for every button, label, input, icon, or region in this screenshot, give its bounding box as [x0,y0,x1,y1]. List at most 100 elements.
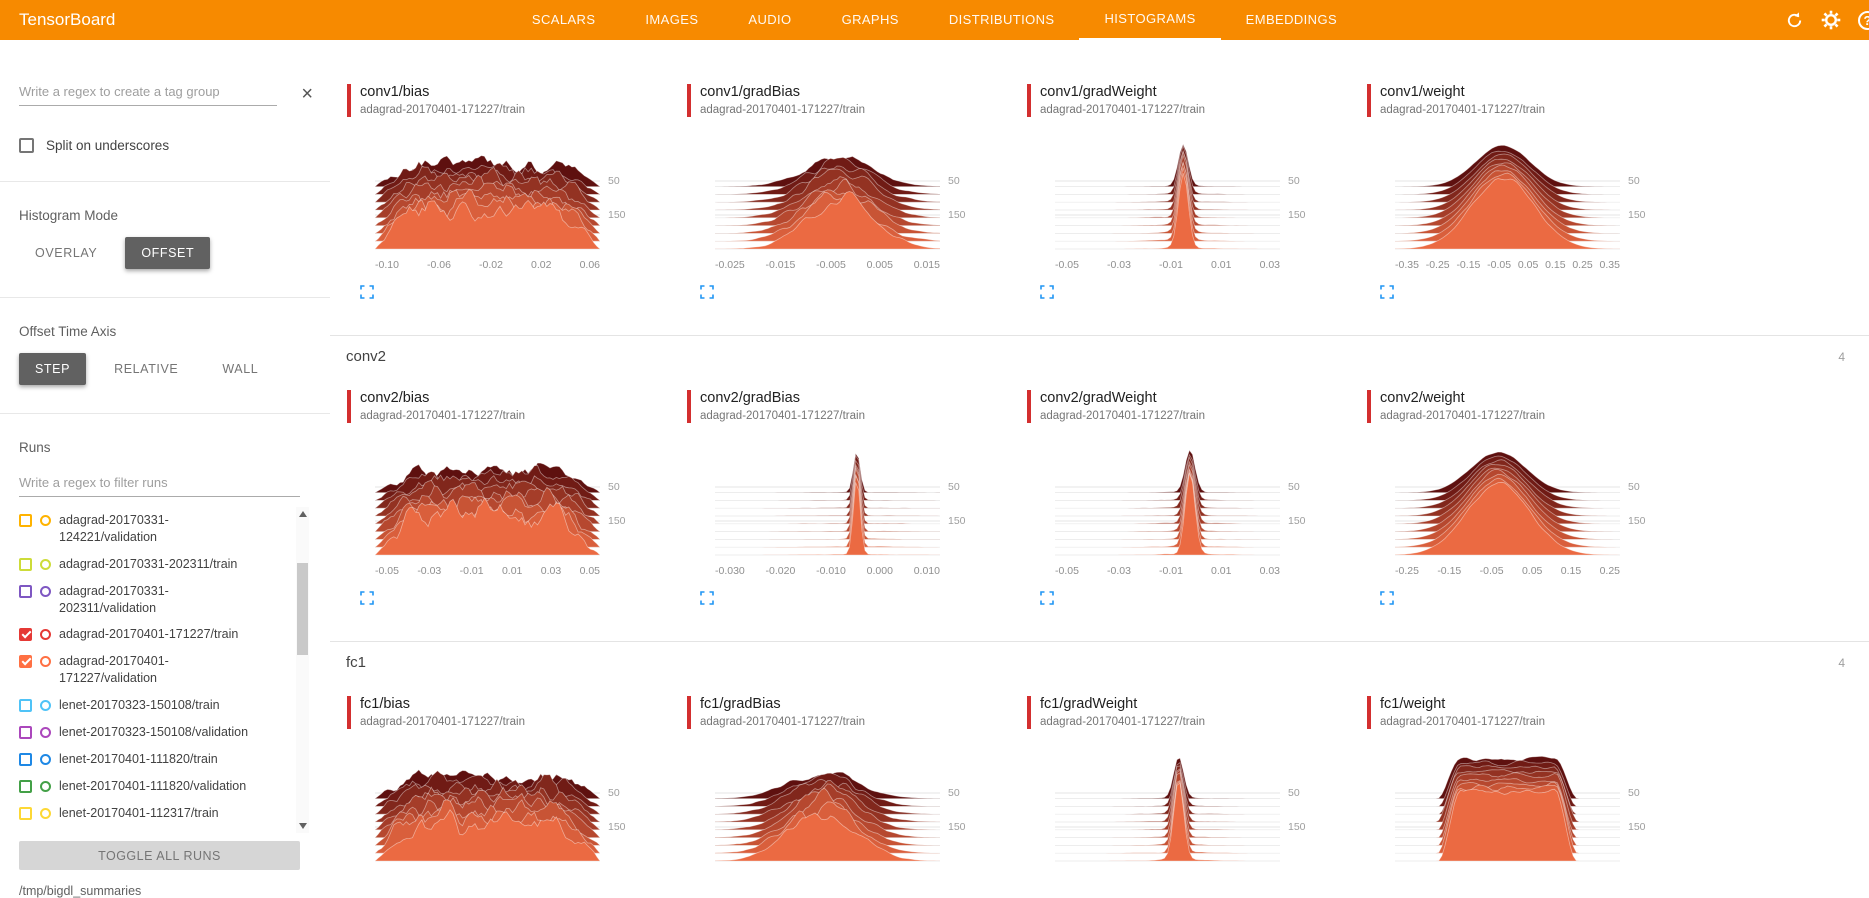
run-item[interactable]: adagrad-20170401-171227/train [19,621,279,648]
tab-graphs[interactable]: GRAPHS [817,0,924,40]
expand-icon[interactable] [700,591,714,605]
close-icon[interactable]: × [301,84,313,106]
cards-row: conv2/bias adagrad-20170401-171227/train… [330,374,1869,605]
run-checkbox[interactable] [19,699,32,712]
mode-overlay-button[interactable]: OVERLAY [19,237,113,269]
run-item[interactable]: adagrad-20170401-171227/validation [19,648,279,692]
refresh-icon[interactable] [1785,11,1804,30]
y-axis-tick: 50 [1628,481,1640,493]
card-title: conv2/bias [360,390,525,407]
x-axis-tick: 0.03 [541,565,561,578]
axis-step-button[interactable]: STEP [19,353,86,385]
scroll-up-icon[interactable] [299,511,307,517]
expand-icon[interactable] [1040,285,1054,299]
expand-icon[interactable] [1380,285,1394,299]
run-checkbox[interactable] [19,753,32,766]
run-checkbox[interactable] [19,655,32,668]
run-checkbox[interactable] [19,807,32,820]
log-directory-path: /tmp/bigdl_summaries [19,884,330,898]
run-label: adagrad-20170331-202311/train [59,556,264,573]
histogram-ridge-chart [1395,439,1620,557]
run-item[interactable]: lenet-20170401-112317/train [19,800,279,827]
card-run-name: adagrad-20170401-171227/train [1040,716,1205,728]
expand-icon[interactable] [360,591,374,605]
run-color-circle [40,656,51,667]
card-title: conv1/gradBias [700,84,865,101]
mode-offset-button[interactable]: OFFSET [125,237,210,269]
run-label: lenet-20170401-111820/validation [59,778,264,795]
run-item[interactable]: adagrad-20170331-124221/validation [19,507,279,551]
x-axis-tick: 0.05 [1518,259,1538,272]
y-axis-tick: 50 [948,787,960,799]
help-icon[interactable]: ? [1858,11,1869,30]
scroll-down-icon[interactable] [299,823,307,829]
run-checkbox[interactable] [19,780,32,793]
tab-scalars[interactable]: SCALARS [507,0,621,40]
run-checkbox[interactable] [19,558,32,571]
run-item[interactable]: lenet-20170323-150108/validation [19,719,279,746]
toggle-all-runs-button[interactable]: TOGGLE ALL RUNS [19,841,300,870]
axis-relative-button[interactable]: RELATIVE [98,353,194,385]
run-checkbox[interactable] [19,628,32,641]
run-item[interactable]: lenet-20170401-111820/validation [19,773,279,800]
histogram-card: conv2/bias adagrad-20170401-171227/train… [347,390,687,605]
card-run-name: adagrad-20170401-171227/train [360,104,525,116]
histogram-ridge-chart [375,439,600,557]
split-on-underscores-row[interactable]: Split on underscores [19,138,330,153]
x-axis-tick: -0.03 [417,565,441,578]
run-checkbox[interactable] [19,585,32,598]
card-run-name: adagrad-20170401-171227/train [700,716,865,728]
histogram-ridge-chart [1055,439,1280,557]
run-label: lenet-20170401-112317/train [59,805,264,822]
tab-embeddings[interactable]: EMBEDDINGS [1221,0,1362,40]
card-title: fc1/weight [1380,696,1545,713]
x-axis-tick: -0.01 [1159,259,1183,272]
run-color-circle [40,559,51,570]
y-axis-tick: 50 [948,481,960,493]
x-axis-tick: -0.25 [1426,259,1450,272]
histogram-ridge-chart [1055,745,1280,863]
x-axis-tick: 0.01 [502,565,522,578]
expand-icon[interactable] [700,285,714,299]
tab-distributions[interactable]: DISTRIBUTIONS [924,0,1080,40]
expand-icon[interactable] [1040,591,1054,605]
x-axis-tick: 0.15 [1561,565,1581,578]
settings-gear-icon[interactable] [1821,10,1841,30]
run-item[interactable]: lenet-20170323-150108/train [19,692,279,719]
axis-wall-button[interactable]: WALL [206,353,274,385]
y-axis-tick: 50 [1628,175,1640,187]
card-run-name: adagrad-20170401-171227/train [700,104,865,116]
x-axis-tick: 0.02 [531,259,551,272]
run-label: lenet-20170323-150108/validation [59,724,264,741]
runs-items: adagrad-20170331-124221/validation adagr… [19,507,321,826]
histogram-ridge-chart [375,745,600,863]
tag-filter-input[interactable] [19,80,277,106]
runs-filter-input[interactable] [19,471,300,497]
run-checkbox[interactable] [19,514,32,527]
run-color-bar [687,84,691,117]
histogram-card: conv1/bias adagrad-20170401-171227/train… [347,84,687,299]
split-underscores-checkbox[interactable] [19,138,34,153]
card-title: fc1/gradBias [700,696,865,713]
run-color-bar [1027,84,1031,117]
x-axis-tick: -0.015 [766,259,796,272]
expand-icon[interactable] [360,285,374,299]
tab-audio[interactable]: AUDIO [723,0,816,40]
tab-histograms[interactable]: HISTOGRAMS [1079,0,1220,40]
x-axis-ticks [1055,871,1280,884]
run-checkbox[interactable] [19,726,32,739]
x-axis-tick: 0.25 [1600,565,1620,578]
run-item[interactable]: adagrad-20170331-202311/train [19,551,279,578]
scrollbar-thumb[interactable] [297,563,308,655]
run-item[interactable]: lenet-20170401-111820/train [19,746,279,773]
runs-scrollbar[interactable] [296,507,309,833]
expand-icon[interactable] [1380,591,1394,605]
tab-images[interactable]: IMAGES [620,0,723,40]
run-item[interactable]: adagrad-20170331-202311/validation [19,578,279,622]
